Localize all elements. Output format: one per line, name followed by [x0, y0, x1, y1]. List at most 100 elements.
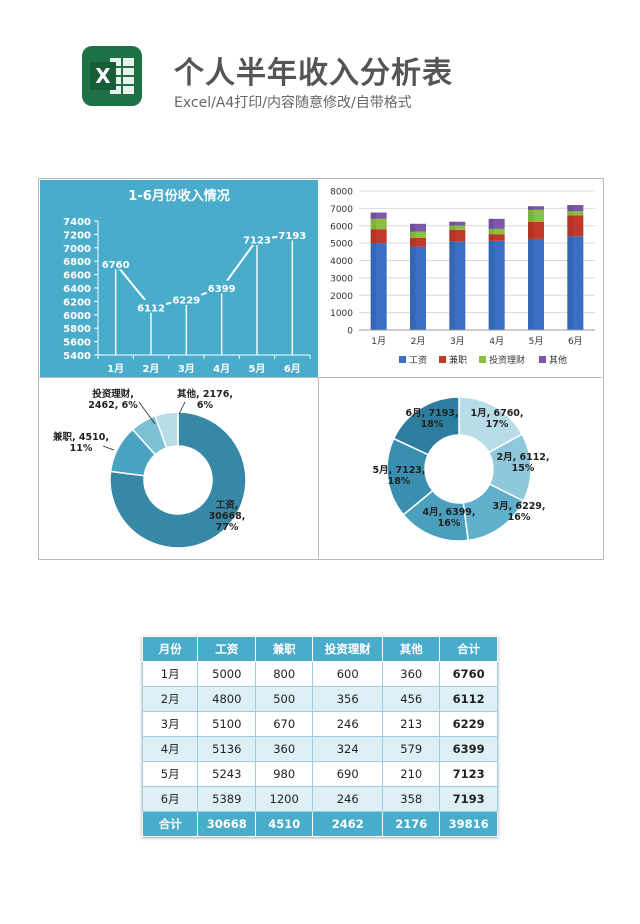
- bar-segment: [528, 238, 544, 330]
- bar-segment: [488, 218, 505, 229]
- bar-shade: [567, 211, 573, 216]
- y-tick-label: 8000: [330, 188, 353, 198]
- data-label: 6399: [208, 284, 236, 295]
- bar-shade: [449, 229, 455, 242]
- data-label-bg: [242, 232, 272, 246]
- donut-data-label: 6月, 7193,: [405, 408, 458, 419]
- table-cell: 1200: [255, 786, 314, 812]
- table-cell: 360: [255, 736, 314, 762]
- donut-data-label: 工资,: [216, 499, 239, 511]
- table-cell: 2月: [141, 686, 199, 712]
- table-header-row: 月份 工资 兼职 投资理财 其他 合计: [141, 636, 498, 662]
- dashboard: 1-6月份收入情况 7400 7200 7000 6800 6600 6400 6200 60…: [38, 178, 604, 560]
- bar-segment: [410, 223, 426, 232]
- bar-segment: [410, 246, 426, 330]
- table-cell: 5243: [197, 761, 257, 787]
- leader-line: [102, 445, 115, 451]
- bar-segment: [567, 205, 584, 212]
- table-cell: 579: [382, 736, 441, 762]
- table-cell: 324: [312, 736, 384, 762]
- leader-line: [138, 401, 156, 425]
- legend-label: 兼职: [449, 354, 467, 366]
- x-tick-label: 4月: [489, 336, 504, 347]
- x-tick-label: 3月: [450, 336, 465, 347]
- x-tick-label: 4月: [213, 363, 230, 375]
- y-tick-label: 3000: [330, 274, 353, 284]
- table-cell: 600: [312, 661, 384, 687]
- bar-segment: [488, 234, 505, 241]
- bar-shade: [449, 221, 455, 226]
- donut-data-label: 16%: [438, 518, 461, 529]
- table-header-cell: 工资: [197, 636, 257, 662]
- bar-segment: [567, 215, 584, 237]
- donut-data-label: 2月, 6112,: [496, 452, 549, 463]
- y-tick-label: 0: [347, 327, 353, 337]
- bar-shade: [488, 228, 494, 235]
- bar-segment: [370, 218, 387, 230]
- table-cell: 980: [255, 761, 314, 787]
- table-row: 2月 4800 500 356 456 6112: [141, 686, 498, 712]
- table-cell: 4月: [141, 736, 199, 762]
- donut-data-label: 5月, 7123,: [372, 465, 425, 476]
- bar-shade: [410, 231, 416, 238]
- y-tick-label: 2000: [330, 292, 353, 302]
- bar-segment: [449, 221, 466, 226]
- donut-data-label: 30668,: [209, 511, 246, 522]
- income-table: 月份 工资 兼职 投资理财 其他 合计 1月 5000 800 600 360 6760 2月 4800…: [141, 636, 498, 837]
- table-row: 6月 5389 1200 246 358 7193: [141, 786, 498, 812]
- bar-segment: [488, 240, 505, 330]
- bar-segment: [370, 243, 387, 330]
- donut-data-label: 17%: [486, 419, 509, 430]
- table-header-cell: 兼职: [255, 636, 314, 662]
- table-total-cell: 2462: [312, 811, 384, 837]
- x-tick-label: 5月: [529, 336, 544, 347]
- legend-label: 其他: [549, 354, 567, 366]
- data-label-bg: [206, 280, 237, 294]
- donut-data-label: 11%: [70, 443, 93, 454]
- data-label: 6760: [102, 260, 130, 271]
- bar-segment: [449, 241, 466, 330]
- bar-shade: [488, 218, 494, 229]
- table-cell: 456: [382, 686, 441, 712]
- bar-shade: [410, 246, 416, 330]
- excel-logo-icon: X: [82, 46, 142, 106]
- y-tick-label: 7200: [63, 230, 91, 241]
- data-label: 6112: [137, 303, 165, 314]
- table-row: 5月 5243 980 690 210 7123: [141, 761, 498, 787]
- x-tick-label: 2月: [143, 363, 160, 375]
- table-row: 4月 5136 360 324 579 6399: [141, 736, 498, 762]
- bar-shade: [528, 209, 534, 222]
- donut-data-label: 2462, 6%: [88, 400, 138, 411]
- x-tick-label: 5月: [249, 363, 266, 375]
- y-tick-label: 7000: [63, 244, 91, 255]
- table-total-cell: 2176: [382, 811, 441, 837]
- donut-data-label: 兼职, 4510,: [52, 431, 109, 443]
- table-header-cell: 其他: [382, 636, 441, 662]
- legend-swatch: [479, 356, 486, 363]
- donut-data-label: 4月, 6399,: [422, 507, 475, 518]
- table-cell: 5100: [197, 711, 257, 737]
- y-tick-label: 1000: [330, 309, 353, 319]
- legend-swatch: [399, 356, 406, 363]
- table-cell: 358: [382, 786, 441, 812]
- data-label-bg: [136, 299, 166, 313]
- x-tick-label: 6月: [284, 363, 301, 375]
- donut-data-label: 18%: [421, 419, 444, 430]
- monthly-donut-chart: 1月, 6760,17%2月, 6112,15%3月, 6229,16%4月, …: [372, 396, 550, 542]
- bar-segment: [528, 206, 544, 210]
- bar-segment: [488, 228, 505, 235]
- donut-data-label: 16%: [508, 512, 531, 523]
- y-tick-label: 6000: [63, 311, 91, 322]
- y-tick-label: 6200: [63, 297, 91, 308]
- table-cell: 4800: [197, 686, 257, 712]
- table-cell: 6月: [141, 786, 199, 812]
- bar-shade: [410, 237, 416, 247]
- table-cell: 5389: [197, 786, 257, 812]
- table-cell: 6760: [439, 661, 498, 687]
- line-chart: 1-6月份收入情况 7400 7200 7000 6800 6600 6400 6200 60…: [40, 180, 318, 377]
- bar-shade: [449, 225, 455, 230]
- legend-swatch: [439, 356, 446, 363]
- x-tick-label: 6月: [568, 336, 583, 347]
- table-header-cell: 合计: [439, 636, 498, 662]
- page-header: X 个人半年收入分析表 Excel/A4打印/内容随意修改/自带格式: [0, 0, 640, 120]
